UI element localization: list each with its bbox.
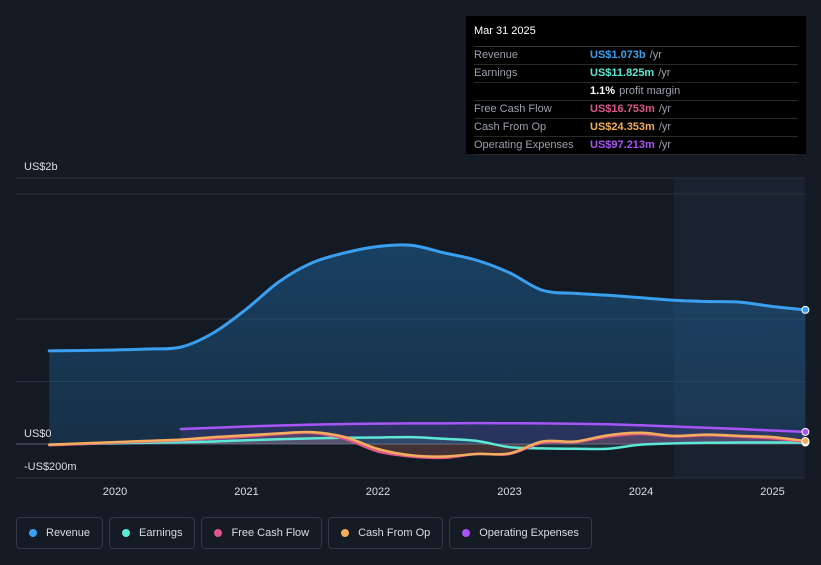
- cash-from-op-line: [48, 430, 807, 458]
- tooltip-row-label: Earnings: [474, 67, 518, 79]
- revenue-area: [49, 244, 806, 444]
- chart-legend: Revenue Earnings Free Cash Flow Cash From O…: [16, 517, 592, 549]
- tooltip-row-value: US$97.213m: [590, 139, 655, 151]
- legend-label: Cash From Op: [358, 527, 431, 539]
- revenue-line: [47, 243, 807, 353]
- tooltip-row: Cash From Op US$24.353m/yr: [474, 119, 798, 137]
- x-tick-label: 2024: [629, 486, 653, 498]
- legend-item-free-cash-flow[interactable]: Free Cash Flow: [201, 517, 323, 549]
- tooltip-row-value: US$16.753m: [590, 103, 655, 115]
- legend-dot-icon: [29, 529, 37, 537]
- earnings-area: [49, 437, 806, 450]
- x-tick-label: 2025: [760, 486, 784, 498]
- tooltip-row-label: Operating Expenses: [474, 139, 574, 151]
- legend-dot-icon: [462, 529, 471, 537]
- tooltip-row: Free Cash Flow US$16.753m/yr: [474, 101, 798, 119]
- tooltip-row-value: 1.1%: [590, 85, 616, 97]
- tooltip-date: Mar 31 2025: [474, 24, 798, 47]
- tooltip-row-value: US$1.073b: [590, 49, 646, 61]
- legend-label: Operating Expenses: [479, 527, 579, 539]
- cash-from-op-end-point: [801, 437, 810, 445]
- tooltip-row-label: [474, 83, 590, 100]
- x-tick-label: 2020: [103, 486, 127, 498]
- tooltip-row-unit: /yr: [658, 103, 672, 115]
- tooltip-row: Revenue US$1.073b/yr: [474, 47, 798, 65]
- tooltip-row-value: US$24.353m: [590, 121, 655, 133]
- y-label-top: US$2b: [24, 161, 58, 173]
- y-label-bottom: -US$200m: [24, 461, 77, 473]
- x-tick-label: 2021: [234, 486, 258, 498]
- operating-expenses-end-point: [801, 427, 810, 436]
- y-label-zero: US$0: [24, 428, 52, 440]
- earnings-line: [48, 435, 807, 451]
- tooltip-row-unit: /yr: [658, 121, 672, 133]
- legend-item-cash-from-op[interactable]: Cash From Op: [328, 517, 444, 549]
- x-tick-label: 2022: [366, 486, 390, 498]
- x-tick-label: 2023: [497, 486, 521, 498]
- legend-item-operating-expenses[interactable]: Operating Expenses: [449, 517, 592, 549]
- tooltip-row-unit: profit margin: [619, 85, 681, 97]
- legend-dot-icon: [341, 529, 350, 537]
- tooltip-row: 1.1% profit margin: [474, 83, 798, 101]
- legend-dot-icon: [214, 529, 223, 537]
- legend-item-earnings[interactable]: Earnings: [109, 517, 196, 549]
- operating-expenses-line: [179, 421, 807, 434]
- tooltip-row: Operating Expenses US$97.213m/yr: [474, 137, 798, 155]
- tooltip-row-label: Revenue: [474, 49, 519, 61]
- revenue-end-point: [801, 305, 810, 314]
- legend-label: Earnings: [139, 527, 183, 539]
- tooltip-row-unit: /yr: [649, 49, 662, 61]
- tooltip-row: Earnings US$11.825m/yr: [474, 65, 798, 83]
- legend-dot-icon: [122, 529, 131, 537]
- tooltip-row-unit: /yr: [658, 67, 671, 79]
- legend-item-revenue[interactable]: Revenue: [16, 517, 104, 549]
- legend-label: Revenue: [46, 527, 91, 539]
- tooltip-row-label: Free Cash Flow: [474, 103, 552, 115]
- legend-label: Free Cash Flow: [231, 527, 310, 539]
- tooltip-row-label: Cash From Op: [474, 121, 547, 133]
- tooltip-row-value: US$11.825m: [590, 67, 655, 79]
- data-tooltip: Mar 31 2025 Revenue US$1.073b/yr Earnings U…: [466, 16, 806, 155]
- free-cash-flow-area: [49, 432, 806, 458]
- tooltip-row-unit: /yr: [658, 139, 672, 151]
